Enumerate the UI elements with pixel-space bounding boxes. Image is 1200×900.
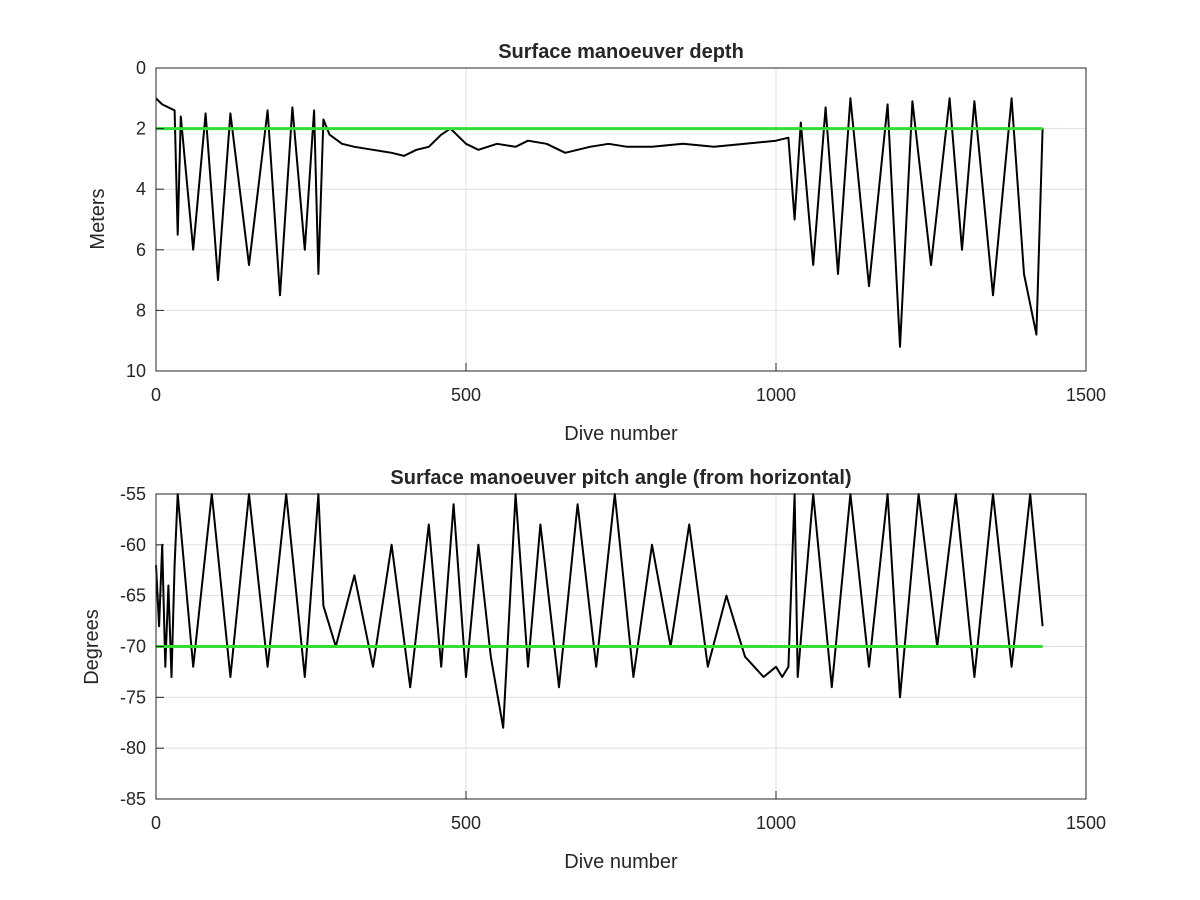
depth-plot-background (156, 68, 1086, 371)
depth-ytick-label: 10 (126, 361, 146, 381)
depth-xtick-label: 500 (451, 385, 481, 405)
depth-plot-series (155, 97, 1044, 348)
pitch-ytick-label: -60 (120, 535, 146, 555)
pitch-xtick-label: 1500 (1066, 813, 1106, 833)
depth-plot-ticks: 0 500 1000 1500 0 2 4 6 8 10 (126, 58, 1106, 405)
pitch-xtick-label: 500 (451, 813, 481, 833)
pitch-plot-ylabel: Degrees (81, 609, 103, 685)
pitch-xtick-label: 0 (151, 813, 161, 833)
pitch-series-line (155, 493, 1044, 729)
pitch-plot-ticks: 0 500 1000 1500 -55 -60 -65 -70 -75 -80 -85 (120, 484, 1106, 833)
depth-ytick-label: 0 (136, 58, 146, 78)
depth-ytick-label: 2 (136, 119, 146, 139)
depth-plot-axes-box (155, 67, 1087, 372)
depth-plot-xlabel: Dive number (564, 423, 678, 445)
pitch-plot-series (155, 493, 1044, 729)
depth-xtick-label: 0 (151, 385, 161, 405)
depth-plot-ylabel: Meters (87, 188, 109, 249)
pitch-plot: 0 500 1000 1500 -55 -60 -65 -70 -75 -80 -85 Surfac… (81, 467, 1106, 873)
pitch-xtick-label: 1000 (756, 813, 796, 833)
depth-ytick-label: 8 (136, 300, 146, 320)
depth-ytick-label: 4 (136, 179, 146, 199)
depth-xtick-label: 1000 (756, 385, 796, 405)
pitch-ytick-label: -85 (120, 789, 146, 809)
depth-plot-title: Surface manoeuver depth (498, 41, 744, 63)
pitch-plot-xlabel: Dive number (564, 851, 678, 873)
pitch-ytick-label: -55 (120, 484, 146, 504)
pitch-ytick-label: -70 (120, 637, 146, 657)
pitch-ytick-label: -65 (120, 586, 146, 606)
pitch-plot-title: Surface manoeuver pitch angle (from hori… (390, 467, 851, 489)
pitch-ytick-label: -80 (120, 738, 146, 758)
depth-plot: 0 500 1000 1500 0 2 4 6 8 10 Surface manoeuver de… (87, 41, 1106, 445)
depth-xtick-label: 1500 (1066, 385, 1106, 405)
depth-series-line (155, 97, 1044, 348)
pitch-ytick-label: -75 (120, 687, 146, 707)
depth-ytick-label: 6 (136, 240, 146, 260)
